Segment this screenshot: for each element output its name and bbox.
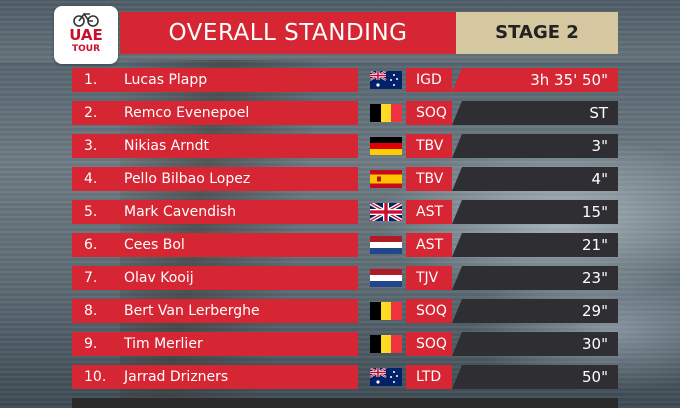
rank-position: 7. [84,270,98,286]
uk-flag-icon [368,200,404,224]
time-cell: 3" [452,134,618,158]
standing-row: 1. Lucas Plapp IGD 3h 35' 50" [72,68,618,92]
australia-flag-icon [368,365,404,389]
rider-cell: 7. Olav Kooij [72,266,358,290]
rider-cell: 9. Tim Merlier [72,332,358,356]
rider-name: Nikias Arndt [124,138,210,154]
standing-row: 5. Mark Cavendish AST 15" [72,200,618,224]
logo-text-bottom: TOUR [71,44,101,54]
time-gap: 29" [582,302,608,320]
stage-bar: STAGE 2 [456,12,618,54]
standing-row: 10. Jarrad Drizners LTD 50" [72,365,618,389]
rider-name: Pello Bilbao Lopez [124,171,251,187]
time-gap: 3h 35' 50" [530,71,608,89]
rider-cell: 3. Nikias Arndt [72,134,358,158]
team-code: TBV [406,167,452,191]
team-code: SOQ [406,332,452,356]
rider-name: Tim Merlier [124,336,203,352]
rider-cell: 10. Jarrad Drizners [72,365,358,389]
team-code: TBV [406,134,452,158]
rider-name: Jarrad Drizners [124,369,229,385]
belgium-flag-icon [368,299,404,323]
team-code: LTD [406,365,452,389]
standing-row: 8. Bert Van Lerberghe SOQ 29" [72,299,618,323]
rider-name: Remco Evenepoel [124,105,250,121]
rank-position: 10. [84,369,107,385]
standing-row: 2. Remco Evenepoel SOQ ST [72,101,618,125]
rider-name: Olav Kooij [124,270,194,286]
time-cell: 23" [452,266,618,290]
time-cell: 3h 35' 50" [452,68,618,92]
bicycle-icon [73,12,99,27]
rider-name: Cees Bol [124,237,185,253]
standing-row: 7. Olav Kooij TJV 23" [72,266,618,290]
stage-label: STAGE 2 [495,22,579,43]
rank-position: 8. [84,303,98,319]
time-cell: 4" [452,167,618,191]
time-gap: 23" [582,269,608,287]
time-gap: 50" [582,368,608,386]
rider-name: Lucas Plapp [124,72,208,88]
netherlands-flag-icon [368,233,404,257]
standing-row: 9. Tim Merlier SOQ 30" [72,332,618,356]
team-code: SOQ [406,101,452,125]
rider-name: Mark Cavendish [124,204,237,220]
time-cell: 21" [452,233,618,257]
rider-cell: 4. Pello Bilbao Lopez [72,167,358,191]
team-code: TJV [406,266,452,290]
rider-name: Bert Van Lerberghe [124,303,260,319]
netherlands-flag-icon [368,266,404,290]
standing-row: 3. Nikias Arndt TBV 3" [72,134,618,158]
logo-text-top: UAE [69,26,103,44]
australia-flag-icon [368,68,404,92]
rider-cell: 6. Cees Bol [72,233,358,257]
team-code: AST [406,233,452,257]
uae-tour-logo: UAE TOUR [54,6,118,64]
time-gap: 21" [582,236,608,254]
belgium-flag-icon [368,332,404,356]
time-cell: 30" [452,332,618,356]
table-bottom-strip [72,398,618,408]
rank-position: 9. [84,336,98,352]
standings-title: OVERALL STANDING [168,20,408,46]
spain-flag-icon [368,167,404,191]
rank-position: 3. [84,138,98,154]
rank-position: 4. [84,171,98,187]
time-gap: 30" [582,335,608,353]
rider-cell: 5. Mark Cavendish [72,200,358,224]
rider-cell: 2. Remco Evenepoel [72,101,358,125]
time-gap: 3" [591,137,608,155]
standing-row: 4. Pello Bilbao Lopez TBV 4" [72,167,618,191]
team-code: AST [406,200,452,224]
standing-row: 6. Cees Bol AST 21" [72,233,618,257]
team-code: SOQ [406,299,452,323]
time-gap: ST [589,104,608,122]
rank-position: 2. [84,105,98,121]
rider-cell: 8. Bert Van Lerberghe [72,299,358,323]
time-gap: 15" [582,203,608,221]
time-cell: ST [452,101,618,125]
time-gap: 4" [591,170,608,188]
germany-flag-icon [368,134,404,158]
title-bar: OVERALL STANDING [120,12,456,54]
rank-position: 1. [84,72,98,88]
rank-position: 5. [84,204,98,220]
belgium-flag-icon [368,101,404,125]
rider-cell: 1. Lucas Plapp [72,68,358,92]
team-code: IGD [406,68,452,92]
time-cell: 50" [452,365,618,389]
time-cell: 15" [452,200,618,224]
rank-position: 6. [84,237,98,253]
time-cell: 29" [452,299,618,323]
